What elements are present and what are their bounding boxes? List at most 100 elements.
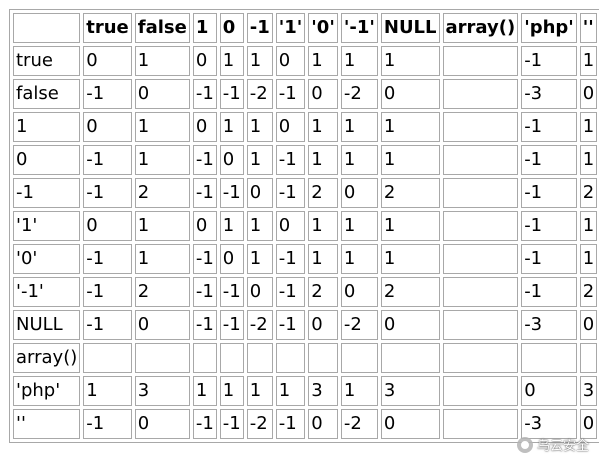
table-cell bbox=[521, 343, 577, 373]
table-cell: 1 bbox=[380, 46, 440, 76]
row-header: 'php' bbox=[13, 376, 81, 406]
table-cell: -3 bbox=[521, 310, 577, 340]
table-cell: -2 bbox=[340, 79, 378, 109]
table-cell: -1 bbox=[192, 79, 217, 109]
table-cell: 0 bbox=[579, 409, 598, 439]
table-cell: -1 bbox=[219, 178, 244, 208]
table-cell: 1 bbox=[246, 46, 273, 76]
table-cell: 3 bbox=[308, 376, 338, 406]
table-cell: 2 bbox=[308, 178, 338, 208]
table-row: 0 -1 1 -1 0 1 -1 1 1 1 -1 1 bbox=[13, 145, 598, 175]
table-cell: 0 bbox=[308, 79, 338, 109]
table-cell: 0 bbox=[275, 112, 306, 142]
table-cell: -3 bbox=[521, 409, 577, 439]
row-header: array() bbox=[13, 343, 81, 373]
table-cell: 1 bbox=[134, 244, 190, 274]
table-cell bbox=[308, 343, 338, 373]
table-cell: -1 bbox=[192, 277, 217, 307]
table-cell: 0 bbox=[308, 310, 338, 340]
table-cell: 0 bbox=[192, 211, 217, 241]
table-cell bbox=[442, 178, 519, 208]
table-cell: 1 bbox=[340, 211, 378, 241]
table-cell: -1 bbox=[219, 409, 244, 439]
table-row: '1' 0 1 0 1 1 0 1 1 1 -1 1 bbox=[13, 211, 598, 241]
column-header: false bbox=[134, 13, 190, 43]
table-cell bbox=[442, 112, 519, 142]
table-cell bbox=[442, 277, 519, 307]
table-cell bbox=[246, 343, 273, 373]
column-header: '0' bbox=[308, 13, 338, 43]
table-cell: 0 bbox=[219, 145, 244, 175]
table-cell: 0 bbox=[579, 79, 598, 109]
table-cell: 0 bbox=[380, 409, 440, 439]
table-row: -1 -1 2 -1 -1 0 -1 2 0 2 -1 2 bbox=[13, 178, 598, 208]
table-cell: -1 bbox=[521, 244, 577, 274]
table-cell bbox=[83, 343, 132, 373]
table-cell bbox=[579, 343, 598, 373]
table-cell: -1 bbox=[521, 112, 577, 142]
table-cell: 1 bbox=[134, 145, 190, 175]
table-cell bbox=[442, 376, 519, 406]
table-cell: 1 bbox=[340, 244, 378, 274]
table-cell: 0 bbox=[219, 244, 244, 274]
table-cell: -1 bbox=[275, 310, 306, 340]
table-cell: 1 bbox=[219, 211, 244, 241]
table-cell bbox=[340, 343, 378, 373]
table-cell: 1 bbox=[308, 211, 338, 241]
row-header: '1' bbox=[13, 211, 81, 241]
column-header: -1 bbox=[246, 13, 273, 43]
row-header: -1 bbox=[13, 178, 81, 208]
table-cell: 1 bbox=[192, 376, 217, 406]
table-cell: -2 bbox=[246, 409, 273, 439]
table-cell: -1 bbox=[219, 310, 244, 340]
table-cell: 2 bbox=[134, 277, 190, 307]
table-cell: 0 bbox=[83, 112, 132, 142]
row-header: NULL bbox=[13, 310, 81, 340]
table-cell: 0 bbox=[579, 310, 598, 340]
table-row: '' -1 0 -1 -1 -2 -1 0 -2 0 -3 0 bbox=[13, 409, 598, 439]
table-cell: -2 bbox=[246, 79, 273, 109]
header-row: true false 1 0 -1'1' '0' '-1' NULL array()'php' '… bbox=[13, 13, 598, 43]
comparison-table: true false 1 0 -1'1' '0' '-1' NULL array()'php' '… bbox=[9, 9, 599, 443]
table-cell: 2 bbox=[380, 277, 440, 307]
table-cell: -1 bbox=[192, 409, 217, 439]
table-row: 'php' 1 3 1 1 1 1 3 1 3 0 3 bbox=[13, 376, 598, 406]
table-cell: 0 bbox=[246, 277, 273, 307]
table-cell: -1 bbox=[521, 178, 577, 208]
table-cell: -1 bbox=[83, 409, 132, 439]
table-cell: -1 bbox=[275, 178, 306, 208]
table-cell: 1 bbox=[134, 112, 190, 142]
row-header: 1 bbox=[13, 112, 81, 142]
table-cell bbox=[275, 343, 306, 373]
table-row: 1 0 1 0 1 1 0 1 1 1 -1 1 bbox=[13, 112, 598, 142]
table-cell: 1 bbox=[380, 112, 440, 142]
table-cell: 1 bbox=[134, 211, 190, 241]
table-cell bbox=[380, 343, 440, 373]
table-cell: 0 bbox=[380, 79, 440, 109]
table-cell: -1 bbox=[192, 244, 217, 274]
column-header: 1 bbox=[192, 13, 217, 43]
column-header: '' bbox=[579, 13, 598, 43]
table-cell: -1 bbox=[83, 310, 132, 340]
table-cell: 1 bbox=[275, 376, 306, 406]
table-cell: 2 bbox=[380, 178, 440, 208]
table-cell: 0 bbox=[380, 310, 440, 340]
table-cell: 2 bbox=[134, 178, 190, 208]
table-cell: -1 bbox=[521, 145, 577, 175]
table-cell bbox=[442, 211, 519, 241]
column-header: 0 bbox=[219, 13, 244, 43]
table-cell bbox=[134, 343, 190, 373]
table-cell: 1 bbox=[308, 46, 338, 76]
table-cell: 1 bbox=[308, 244, 338, 274]
table-cell: 1 bbox=[380, 244, 440, 274]
table-cell bbox=[442, 79, 519, 109]
table-cell: 1 bbox=[340, 376, 378, 406]
table-cell: 0 bbox=[275, 211, 306, 241]
table-cell: 2 bbox=[579, 277, 598, 307]
table-cell: 1 bbox=[246, 244, 273, 274]
table-cell bbox=[442, 343, 519, 373]
table-cell: 0 bbox=[246, 178, 273, 208]
table-cell: 1 bbox=[134, 46, 190, 76]
table-cell: 1 bbox=[340, 46, 378, 76]
table-cell: 0 bbox=[308, 409, 338, 439]
